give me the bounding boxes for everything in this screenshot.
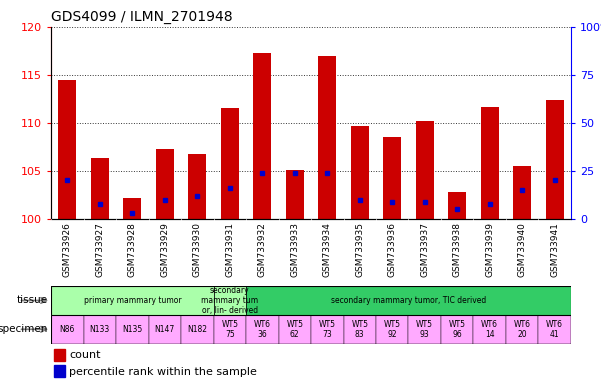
Text: GSM733931: GSM733931 — [225, 222, 234, 277]
Bar — [513, 166, 531, 219]
Bar — [278, 315, 311, 344]
Text: GSM733936: GSM733936 — [388, 222, 397, 277]
Text: count: count — [69, 350, 101, 360]
Bar — [188, 154, 206, 219]
Bar — [156, 149, 174, 219]
Text: GSM733935: GSM733935 — [355, 222, 364, 277]
Text: GSM733941: GSM733941 — [550, 222, 559, 277]
Bar — [53, 349, 65, 361]
Bar — [344, 315, 376, 344]
Text: WT6
14: WT6 14 — [481, 319, 498, 339]
Bar — [409, 315, 441, 344]
Bar — [53, 365, 65, 377]
Text: GSM733939: GSM733939 — [485, 222, 494, 277]
Bar — [246, 286, 571, 315]
Text: WT5
96: WT5 96 — [449, 319, 466, 339]
Bar — [148, 315, 181, 344]
Bar — [376, 315, 409, 344]
Text: WT6
41: WT6 41 — [546, 319, 563, 339]
Bar — [474, 315, 506, 344]
Bar — [286, 170, 304, 219]
Bar — [84, 315, 116, 344]
Bar — [91, 158, 109, 219]
Text: N86: N86 — [59, 325, 75, 334]
Bar — [546, 100, 564, 219]
Text: WT5
93: WT5 93 — [416, 319, 433, 339]
Bar — [481, 106, 499, 219]
Bar — [246, 315, 278, 344]
Text: GDS4099 / ILMN_2701948: GDS4099 / ILMN_2701948 — [51, 10, 233, 25]
Text: WT5
75: WT5 75 — [221, 319, 238, 339]
Text: GSM733926: GSM733926 — [63, 222, 72, 277]
Text: WT5
73: WT5 73 — [319, 319, 336, 339]
Text: N135: N135 — [122, 325, 142, 334]
Text: secondary mammary tumor, TIC derived: secondary mammary tumor, TIC derived — [331, 296, 486, 305]
Bar — [213, 315, 246, 344]
Bar — [311, 315, 344, 344]
Text: N182: N182 — [188, 325, 207, 334]
Bar — [221, 108, 239, 219]
Text: N147: N147 — [154, 325, 175, 334]
Bar — [416, 121, 434, 219]
Text: secondary
mammary tum
or, lin- derived: secondary mammary tum or, lin- derived — [201, 286, 258, 315]
Text: WT5
83: WT5 83 — [351, 319, 368, 339]
Text: GSM733937: GSM733937 — [420, 222, 429, 277]
Text: GSM733929: GSM733929 — [160, 222, 169, 277]
Bar — [58, 79, 76, 219]
Bar — [116, 315, 148, 344]
Bar — [441, 315, 474, 344]
Text: GSM733928: GSM733928 — [128, 222, 137, 277]
Bar — [123, 198, 141, 219]
Text: tissue: tissue — [17, 295, 48, 306]
Text: percentile rank within the sample: percentile rank within the sample — [69, 366, 257, 377]
Text: WT6
20: WT6 20 — [514, 319, 531, 339]
Bar — [506, 315, 538, 344]
Text: GSM733933: GSM733933 — [290, 222, 299, 277]
Text: GSM733930: GSM733930 — [193, 222, 202, 277]
Bar — [254, 53, 271, 219]
Text: N133: N133 — [90, 325, 110, 334]
Bar — [51, 315, 84, 344]
Bar — [448, 192, 466, 219]
Bar — [538, 315, 571, 344]
Text: GSM733934: GSM733934 — [323, 222, 332, 277]
Bar — [351, 126, 368, 219]
Text: WT5
62: WT5 62 — [286, 319, 304, 339]
Text: primary mammary tumor: primary mammary tumor — [84, 296, 181, 305]
Text: GSM733927: GSM733927 — [96, 222, 105, 277]
Text: WT6
36: WT6 36 — [254, 319, 271, 339]
Bar — [213, 286, 246, 315]
Text: GSM733938: GSM733938 — [453, 222, 462, 277]
Text: GSM733940: GSM733940 — [517, 222, 526, 277]
Bar — [51, 286, 213, 315]
Text: specimen: specimen — [0, 324, 48, 334]
Bar — [319, 56, 336, 219]
Bar — [181, 315, 213, 344]
Text: WT5
92: WT5 92 — [384, 319, 401, 339]
Bar — [383, 137, 401, 219]
Text: GSM733932: GSM733932 — [258, 222, 267, 277]
